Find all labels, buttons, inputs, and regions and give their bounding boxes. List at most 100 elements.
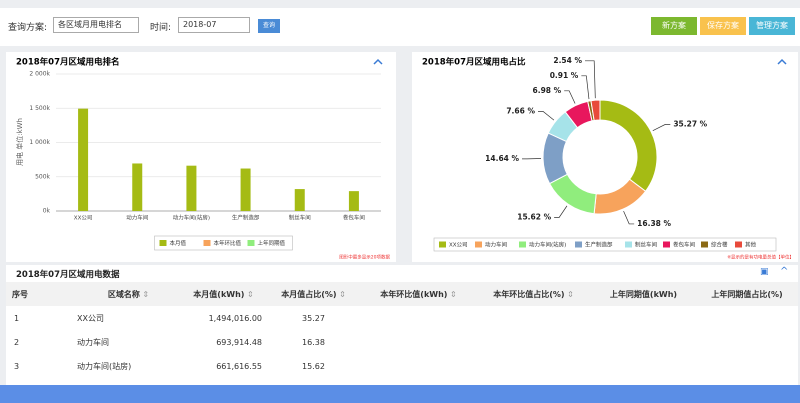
table-cell: 1,494,016.00 <box>208 313 262 323</box>
pie-slice <box>590 99 601 122</box>
data-table: 序号区域名称本月值(kWh)本月值占比(%)本年环比值(kWh)本年环比值占比(… <box>6 282 798 378</box>
table-panel: 2018年07月区域用电数据 ▣ ^ 序号区域名称本月值(kWh)本月值占比(%… <box>6 265 798 385</box>
legend-label: 生产制造部 <box>585 241 613 249</box>
bar-panel: 2018年07月区域用电排名 用电 单位:kWh 0k 500k 1 000k 1 5… <box>6 52 396 262</box>
column-header: 上年同期值(kWh) <box>591 282 696 306</box>
chart-title: 2018年07月区域用电占比 <box>422 57 526 68</box>
table-cell: 2 <box>14 337 20 347</box>
legend-swatch <box>575 241 582 248</box>
column-header[interactable]: 本月值占比(%) <box>266 282 361 306</box>
export-icon[interactable]: ▣ <box>760 267 769 277</box>
y-tick-label: 1 000k <box>29 139 50 146</box>
table-cell <box>361 306 476 330</box>
leader-line <box>585 60 596 99</box>
table-cell <box>361 330 476 354</box>
legend-label: 动力车间(站房) <box>529 241 566 249</box>
column-header[interactable]: 区域名称 <box>76 282 181 306</box>
pie-panel: 2018年07月区域用电占比 35.27 % 16.38 % 15.62 % 14.6… <box>412 52 798 262</box>
leader-line <box>652 124 671 131</box>
x-tick-label: 动力车间 <box>126 214 148 222</box>
footer-bar <box>0 385 800 403</box>
table-cell <box>591 306 696 330</box>
collapse-icon[interactable] <box>777 58 787 65</box>
table-cell <box>361 354 476 378</box>
legend-swatch <box>159 240 167 246</box>
collapse-icon[interactable]: ^ <box>780 266 789 277</box>
manage-button[interactable]: 管理方案 <box>749 17 795 35</box>
scheme-label: 查询方案: <box>8 23 48 33</box>
legend-swatch <box>519 241 526 248</box>
data-label: 0.91 % <box>550 71 579 80</box>
save-button[interactable]: 保存方案 <box>700 17 746 35</box>
data-label: 35.27 % <box>673 119 707 128</box>
legend-swatch <box>701 241 708 248</box>
table-cell: 35.27 <box>302 313 325 323</box>
legend-label: 制丝车间 <box>635 241 657 249</box>
column-header[interactable]: 本年环比值(kWh) <box>361 282 476 306</box>
scheme-select[interactable]: 各区域月用电排名 <box>53 17 139 33</box>
legend-label: 本月值 <box>170 239 187 247</box>
table-cell <box>476 306 591 330</box>
legend-swatch <box>475 241 482 248</box>
time-label: 时间: <box>150 23 172 33</box>
leader-line <box>554 205 568 218</box>
x-tick-label: 制丝车间 <box>289 214 311 222</box>
y-tick-label: 0k <box>43 208 51 215</box>
bar <box>348 191 359 211</box>
legend-swatch <box>735 241 742 248</box>
legend-label: 动力车间 <box>485 241 507 249</box>
collapse-icon[interactable] <box>373 58 383 65</box>
column-header[interactable]: 本月值(kWh) <box>181 282 266 306</box>
legend-label: 上年同期值 <box>258 239 286 247</box>
table-cell: 1 <box>14 313 20 323</box>
table-cell <box>696 354 798 378</box>
legend-label: 综合楼 <box>711 241 728 249</box>
table-cell: XX公司 <box>77 313 104 323</box>
legend-label: 卷包车间 <box>673 241 695 249</box>
bar <box>294 189 305 211</box>
data-label: 14.64 % <box>485 154 519 163</box>
table-cell: 693,914.48 <box>216 337 262 347</box>
table-cell <box>476 354 591 378</box>
pie-slice <box>599 99 658 192</box>
leader-line <box>564 90 576 104</box>
query-button[interactable]: 查询 <box>258 19 280 33</box>
column-header: 上年同期值占比(%) <box>696 282 798 306</box>
table-cell: 动力车间 <box>77 337 109 347</box>
new-button[interactable]: 新方案 <box>651 17 697 35</box>
column-header[interactable]: 本年环比值占比(%) <box>476 282 591 306</box>
legend-label: XX公司 <box>449 242 468 249</box>
data-label: 16.38 % <box>637 219 671 228</box>
table-cell <box>591 330 696 354</box>
bar <box>240 168 251 211</box>
y-tick-label: 1 500k <box>29 105 50 112</box>
data-label: 7.66 % <box>506 106 535 115</box>
table-cell: 15.62 <box>302 361 325 371</box>
time-input[interactable]: 2018-07 <box>178 17 250 33</box>
x-tick-label: 生产制造部 <box>232 214 260 222</box>
legend-swatch <box>203 240 211 246</box>
table-cell <box>591 354 696 378</box>
note: 图形中最多显示20项数据 <box>339 254 390 261</box>
table-cell <box>696 306 798 330</box>
data-label: 6.98 % <box>533 86 562 95</box>
leader-line <box>581 75 590 100</box>
bar <box>132 163 143 211</box>
y-tick-label: 2 000k <box>29 71 50 78</box>
header-row: 序号区域名称本月值(kWh)本月值占比(%)本年环比值(kWh)本年环比值占比(… <box>6 282 798 306</box>
data-label: 15.62 % <box>517 212 551 221</box>
note: ※显示的是有功电量总值【单位】 <box>727 254 794 261</box>
data-label: 2.54 % <box>553 56 582 65</box>
legend-swatch <box>439 241 446 248</box>
legend-swatch <box>663 241 670 248</box>
table-title: 2018年07月区域用电数据 <box>16 270 120 280</box>
table-row: 3 动力车间(站房) 661,616.55 15.62 <box>6 354 798 378</box>
legend-box <box>154 235 293 251</box>
table-cell: 16.38 <box>302 337 325 347</box>
table-cell <box>476 330 591 354</box>
y-axis-label: 用电 单位:kWh <box>15 118 24 166</box>
x-tick-label: 动力车间(站房) <box>173 214 210 222</box>
table-cell: 3 <box>14 361 20 371</box>
table-row: 2 动力车间 693,914.48 16.38 <box>6 330 798 354</box>
